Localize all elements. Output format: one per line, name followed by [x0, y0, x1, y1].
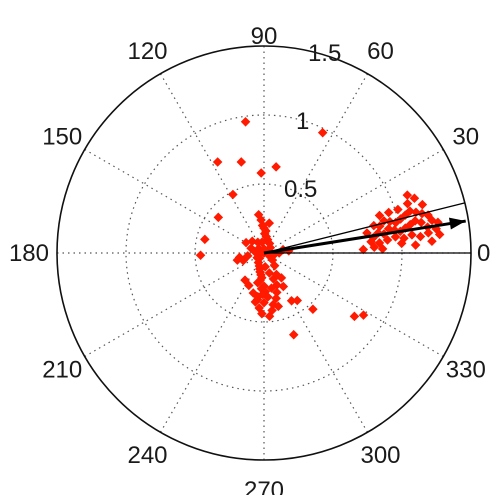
mean-direction-arrow [263, 219, 466, 255]
data-point-cluster-a-23 [260, 261, 270, 272]
data-point-cluster-b-29 [415, 231, 426, 242]
data-point-outlier-11 [308, 304, 318, 315]
data-point-outlier-8 [200, 234, 210, 245]
r-tick-label-0.5: 0.5 [284, 176, 317, 203]
data-point-cluster-a-45 [253, 209, 264, 220]
theta-tick-label-60: 60 [367, 38, 394, 65]
data-point-cluster-b-45 [410, 240, 421, 250]
data-point-outlier-1 [240, 117, 251, 127]
data-point-cluster-a-59 [264, 311, 275, 322]
data-point-cluster-b-44 [396, 238, 407, 249]
theta-tick-label-210: 210 [42, 357, 82, 384]
data-point-outlier-15 [358, 310, 369, 320]
data-point-cluster-a-15 [257, 289, 268, 300]
data-point-outlier-13 [288, 329, 299, 340]
theta-tick-label-120: 120 [127, 38, 167, 65]
data-point-cluster-b-33 [383, 207, 394, 218]
data-point-cluster-b-34 [393, 204, 403, 215]
data-point-cluster-a-52 [242, 251, 253, 261]
data-point-outlier-7 [228, 189, 238, 200]
data-point-cluster-b-36 [409, 193, 420, 204]
data-point-cluster-b-38 [417, 199, 428, 210]
data-point-cluster-a-61 [244, 280, 254, 291]
data-points [195, 117, 445, 340]
data-point-cluster-a-58 [273, 301, 284, 312]
data-point-cluster-a-24 [264, 268, 275, 278]
theta-tick-label-180: 180 [9, 240, 49, 267]
data-point-cluster-a-11 [252, 277, 263, 288]
data-point-cluster-b-37 [402, 190, 413, 200]
data-point-outlier-4 [256, 168, 266, 178]
data-point-cluster-a-62 [240, 275, 250, 285]
theta-tick-label-300: 300 [360, 442, 400, 469]
theta-tick-label-90: 90 [251, 23, 278, 50]
data-point-outlier-12 [292, 295, 303, 306]
data-point-cluster-b-24 [374, 238, 385, 248]
data-point-cluster-b-8 [410, 216, 420, 226]
theta-tick-label-270: 270 [244, 477, 284, 495]
data-point-cluster-b-25 [382, 235, 393, 245]
data-point-cluster-a-22 [257, 308, 267, 319]
data-point-outlier-0 [212, 157, 223, 167]
data-point-cluster-b-30 [423, 228, 434, 238]
data-point-cluster-b-15 [379, 216, 389, 226]
theta-tick-label-0: 0 [477, 240, 490, 267]
tick-labels: 0 30 60 90 120 150 180 210 240 270 300 3… [9, 23, 490, 495]
data-point-cluster-b-26 [390, 232, 401, 242]
direction-arrows [263, 202, 471, 255]
data-point-cluster-b-35 [402, 198, 413, 209]
data-point-outlier-3 [236, 157, 247, 167]
data-point-cluster-b-46 [427, 236, 437, 247]
data-point-outlier-5 [271, 162, 281, 172]
data-point-cluster-b-28 [407, 230, 417, 240]
data-point-cluster-b-1 [373, 228, 383, 238]
data-point-cluster-a-30 [278, 281, 289, 292]
data-point-cluster-b-42 [369, 242, 380, 252]
data-point-cluster-b-23 [423, 210, 433, 220]
theta-tick-label-330: 330 [446, 357, 486, 384]
data-point-cluster-a-60 [271, 293, 281, 304]
data-point-cluster-a-49 [241, 237, 251, 248]
data-point-outlier-2 [317, 127, 328, 138]
data-point-cluster-a-70 [266, 283, 277, 293]
data-point-outlier-14 [349, 311, 360, 322]
theta-tick-label-150: 150 [42, 124, 82, 151]
theta-tick-label-240: 240 [127, 442, 167, 469]
data-point-cluster-a-18 [259, 297, 269, 308]
arrow-head [448, 217, 466, 230]
data-point-cluster-a-55 [232, 255, 243, 265]
data-point-cluster-a-29 [276, 273, 287, 283]
data-point-cluster-b-47 [434, 229, 445, 240]
data-point-cluster-a-46 [264, 218, 275, 228]
data-point-cluster-b-32 [374, 210, 385, 221]
data-point-outlier-9 [195, 250, 206, 260]
theta-tick-label-30: 30 [452, 124, 479, 151]
data-point-cluster-b-20 [405, 206, 415, 216]
r-tick-label-1.5: 1.5 [308, 40, 341, 67]
data-point-cluster-a-71 [253, 291, 263, 302]
data-point-cluster-b-41 [358, 244, 369, 255]
r-tick-label-1: 1 [296, 108, 309, 135]
data-point-cluster-b-11 [427, 215, 437, 226]
data-point-outlier-6 [213, 212, 224, 223]
arrow-edge-line-1 [263, 202, 466, 254]
data-point-cluster-a-16 [263, 292, 273, 302]
